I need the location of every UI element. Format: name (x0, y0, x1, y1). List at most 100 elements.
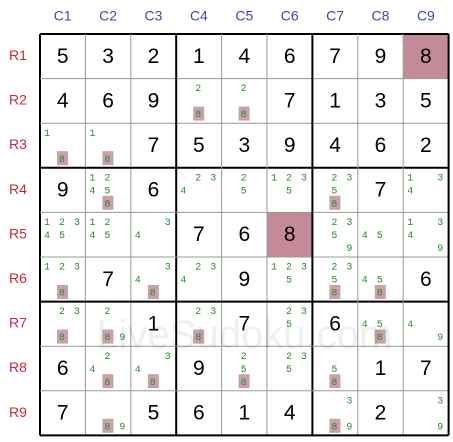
candidate: 3 (437, 218, 443, 229)
cell: 1 3 4 9 (407, 218, 443, 255)
row-label: R5 (9, 225, 27, 241)
candidate: 9 (437, 422, 443, 433)
candidate: 9 (437, 333, 443, 344)
candidate: 2 (286, 352, 292, 363)
candidate: 3 (301, 263, 307, 274)
cell: 9 (284, 134, 296, 157)
given-digit: 6 (238, 223, 250, 246)
candidate: 5 (377, 231, 383, 242)
given-digit: 6 (420, 268, 432, 291)
cell: 7 (102, 268, 114, 291)
cell: 18 (44, 129, 68, 166)
candidate: 5 (331, 276, 337, 287)
cell: 9 (375, 45, 387, 68)
candidate: 3 (210, 307, 216, 318)
candidate: 8 (59, 333, 65, 344)
given-digit: 5 (148, 402, 160, 425)
candidate-highlight (57, 329, 68, 344)
candidate: 1 (89, 218, 95, 229)
candidate: 8 (331, 378, 337, 389)
cell: 49 (407, 320, 443, 344)
given-digit: 6 (284, 45, 296, 68)
candidate: 8 (331, 289, 337, 300)
cell: 6 (420, 268, 432, 291)
candidate: 2 (59, 307, 65, 318)
cell: 28 (193, 84, 205, 121)
candidate-highlight (57, 151, 68, 166)
candidate: 5 (59, 231, 65, 242)
candidate: 5 (377, 320, 383, 331)
given-digit: 4 (329, 134, 341, 157)
candidate: 9 (119, 422, 125, 433)
candidate: 4 (362, 320, 368, 331)
cell: 4 5 8 (362, 276, 386, 300)
candidate-highlight (238, 374, 250, 389)
given-digit: 8 (284, 223, 296, 246)
cell: 3 (238, 134, 250, 157)
candidate: 9 (119, 333, 125, 344)
column-label: C7 (326, 8, 344, 24)
given-digit: 9 (238, 268, 250, 291)
candidate: 2 (331, 263, 337, 274)
cell: 7 (148, 134, 160, 157)
cell: 7 (375, 179, 387, 202)
candidate: 5 (331, 186, 337, 197)
candidate: 1 (89, 129, 95, 140)
given-digit: 9 (148, 89, 160, 112)
cell: 5 (148, 402, 160, 425)
column-label: C8 (372, 8, 390, 24)
candidate-highlight (329, 195, 341, 210)
candidate-highlight (329, 418, 341, 433)
candidate: 8 (104, 155, 110, 166)
candidate: 8 (150, 289, 156, 300)
candidate: 3 (301, 307, 307, 318)
candidate: 3 (301, 173, 307, 184)
cell: 9 (148, 89, 160, 112)
candidate: 2 (59, 263, 65, 274)
candidate: 1 (89, 173, 95, 184)
column-label: C5 (235, 8, 253, 24)
cell: 8 (267, 212, 313, 257)
given-digit: 9 (284, 134, 296, 157)
candidate: 2 (286, 173, 292, 184)
row-label: R2 (9, 92, 27, 108)
candidate: 5 (286, 186, 292, 197)
cell: 2 3 8 (193, 307, 216, 344)
candidate: 8 (150, 378, 156, 389)
candidate: 2 (104, 352, 110, 363)
candidate: 2 (331, 173, 337, 184)
row-label: R9 (9, 404, 27, 420)
candidate: 3 (301, 352, 307, 363)
cell: 6 (148, 179, 160, 202)
cell: 4 (57, 89, 69, 112)
given-digit: 3 (102, 45, 114, 68)
candidate: 3 (165, 263, 171, 274)
row-label: R6 (9, 270, 27, 286)
cell: 9 (57, 179, 69, 202)
candidate-highlight (102, 151, 114, 166)
cell: 1 2 35 (271, 173, 307, 197)
watermark: LiveSudoku.com (96, 313, 392, 357)
cell: 6 (284, 45, 296, 68)
candidate-highlight (193, 106, 205, 121)
given-digit: 7 (193, 223, 205, 246)
given-digit: 9 (57, 179, 69, 202)
cell: 2 35 8 (329, 173, 352, 210)
cell: 2 3 4 (180, 263, 216, 287)
given-digit: 5 (57, 45, 69, 68)
candidate: 4 (89, 365, 95, 376)
cell: 1 (193, 45, 205, 68)
candidate-highlight (147, 374, 159, 389)
candidate: 5 (331, 231, 337, 242)
given-digit: 7 (57, 402, 69, 425)
row-label: R3 (9, 136, 27, 152)
candidate: 8 (331, 199, 337, 210)
cell: 1 3 4 (407, 173, 443, 197)
candidate: 1 (44, 129, 50, 140)
candidate: 1 (271, 263, 277, 274)
candidate: 4 (407, 186, 413, 197)
candidate-highlight (238, 106, 250, 121)
cell: 1 (148, 312, 160, 335)
candidate: 4 (407, 231, 413, 242)
column-label: C9 (417, 8, 435, 24)
